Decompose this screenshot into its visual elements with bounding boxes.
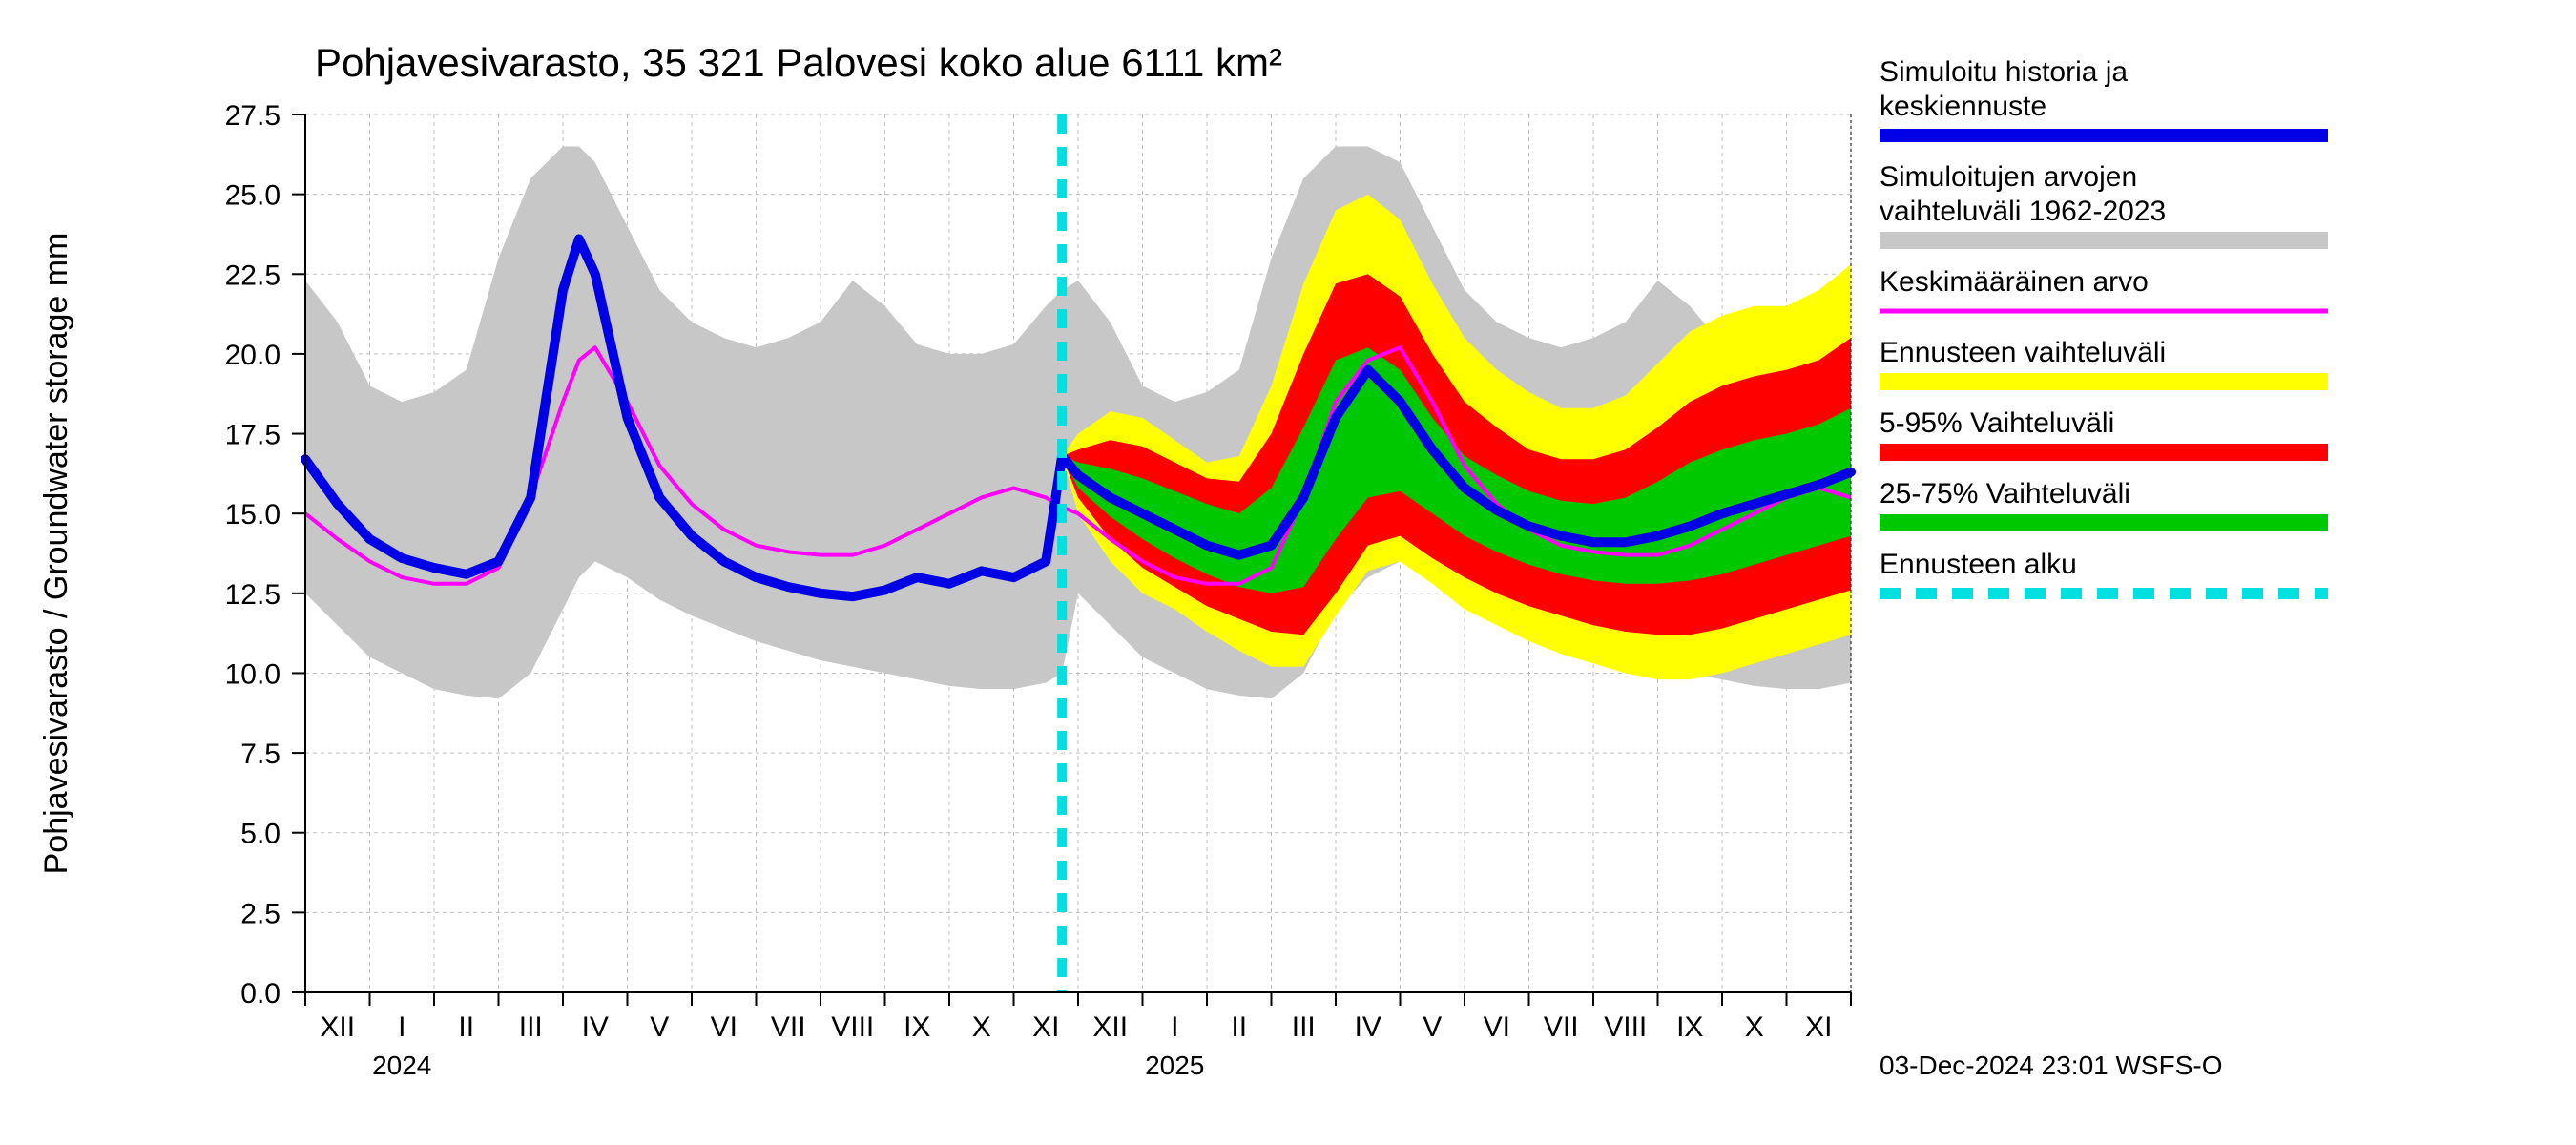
svg-text:15.0: 15.0 — [225, 499, 280, 531]
svg-text:Simuloitu historia ja: Simuloitu historia ja — [1880, 56, 2128, 88]
svg-text:XI: XI — [1805, 1011, 1832, 1043]
svg-text:II: II — [458, 1011, 474, 1043]
svg-text:27.5: 27.5 — [225, 100, 280, 132]
svg-text:VIII: VIII — [831, 1011, 874, 1043]
chart-container: 0.0 2.5 5.0 7.5 10.0 12.5 15.0 17.5 20.0 22.5 25.0… — [0, 0, 2576, 1145]
svg-text:XII: XII — [320, 1011, 355, 1043]
svg-text:vaihteluväli 1962-2023: vaihteluväli 1962-2023 — [1880, 196, 2166, 227]
svg-text:IV: IV — [1355, 1011, 1381, 1043]
svg-text:I: I — [398, 1011, 405, 1043]
svg-text:2.5: 2.5 — [240, 898, 280, 929]
svg-text:0.0: 0.0 — [240, 978, 280, 1010]
y-axis-title: Pohjavesivarasto / Groundwater storage m… — [38, 233, 74, 875]
svg-text:10.0: 10.0 — [225, 658, 280, 690]
svg-text:2025: 2025 — [1145, 1051, 1204, 1080]
svg-text:22.5: 22.5 — [225, 260, 280, 291]
svg-text:IX: IX — [904, 1011, 930, 1043]
svg-text:Ennusteen vaihteluväli: Ennusteen vaihteluväli — [1880, 337, 2166, 368]
svg-text:25.0: 25.0 — [225, 180, 280, 212]
svg-text:25-75% Vaihteluväli: 25-75% Vaihteluväli — [1880, 478, 2130, 510]
svg-text:VII: VII — [1544, 1011, 1579, 1043]
svg-text:X: X — [1745, 1011, 1764, 1043]
svg-text:2024: 2024 — [372, 1051, 431, 1080]
svg-text:III: III — [1292, 1011, 1316, 1043]
svg-text:VI: VI — [711, 1011, 737, 1043]
svg-text:keskiennuste: keskiennuste — [1880, 91, 2046, 122]
chart-title: Pohjavesivarasto, 35 321 Palovesi koko a… — [315, 40, 1282, 85]
svg-text:XII: XII — [1092, 1011, 1128, 1043]
svg-text:7.5: 7.5 — [240, 739, 280, 770]
svg-text:I: I — [1171, 1011, 1178, 1043]
svg-text:V: V — [1423, 1011, 1442, 1043]
svg-text:V: V — [650, 1011, 669, 1043]
svg-text:12.5: 12.5 — [225, 579, 280, 611]
svg-text:Keskimääräinen arvo: Keskimääräinen arvo — [1880, 266, 2149, 298]
svg-text:XI: XI — [1032, 1011, 1059, 1043]
svg-text:VIII: VIII — [1604, 1011, 1647, 1043]
svg-text:20.0: 20.0 — [225, 340, 280, 371]
footer-timestamp: 03-Dec-2024 23:01 WSFS-O — [1880, 1051, 2223, 1080]
svg-text:VI: VI — [1484, 1011, 1510, 1043]
svg-text:II: II — [1231, 1011, 1247, 1043]
svg-text:Ennusteen alku: Ennusteen alku — [1880, 549, 2077, 580]
svg-text:Simuloitujen arvojen: Simuloitujen arvojen — [1880, 161, 2137, 193]
svg-text:17.5: 17.5 — [225, 420, 280, 451]
svg-text:VII: VII — [771, 1011, 806, 1043]
chart-svg: 0.0 2.5 5.0 7.5 10.0 12.5 15.0 17.5 20.0 22.5 25.0… — [0, 0, 2576, 1145]
svg-text:X: X — [972, 1011, 991, 1043]
svg-text:5.0: 5.0 — [240, 819, 280, 850]
svg-text:IV: IV — [582, 1011, 609, 1043]
svg-text:IX: IX — [1676, 1011, 1703, 1043]
svg-text:III: III — [519, 1011, 543, 1043]
svg-text:5-95% Vaihteluväli: 5-95% Vaihteluväli — [1880, 407, 2114, 439]
